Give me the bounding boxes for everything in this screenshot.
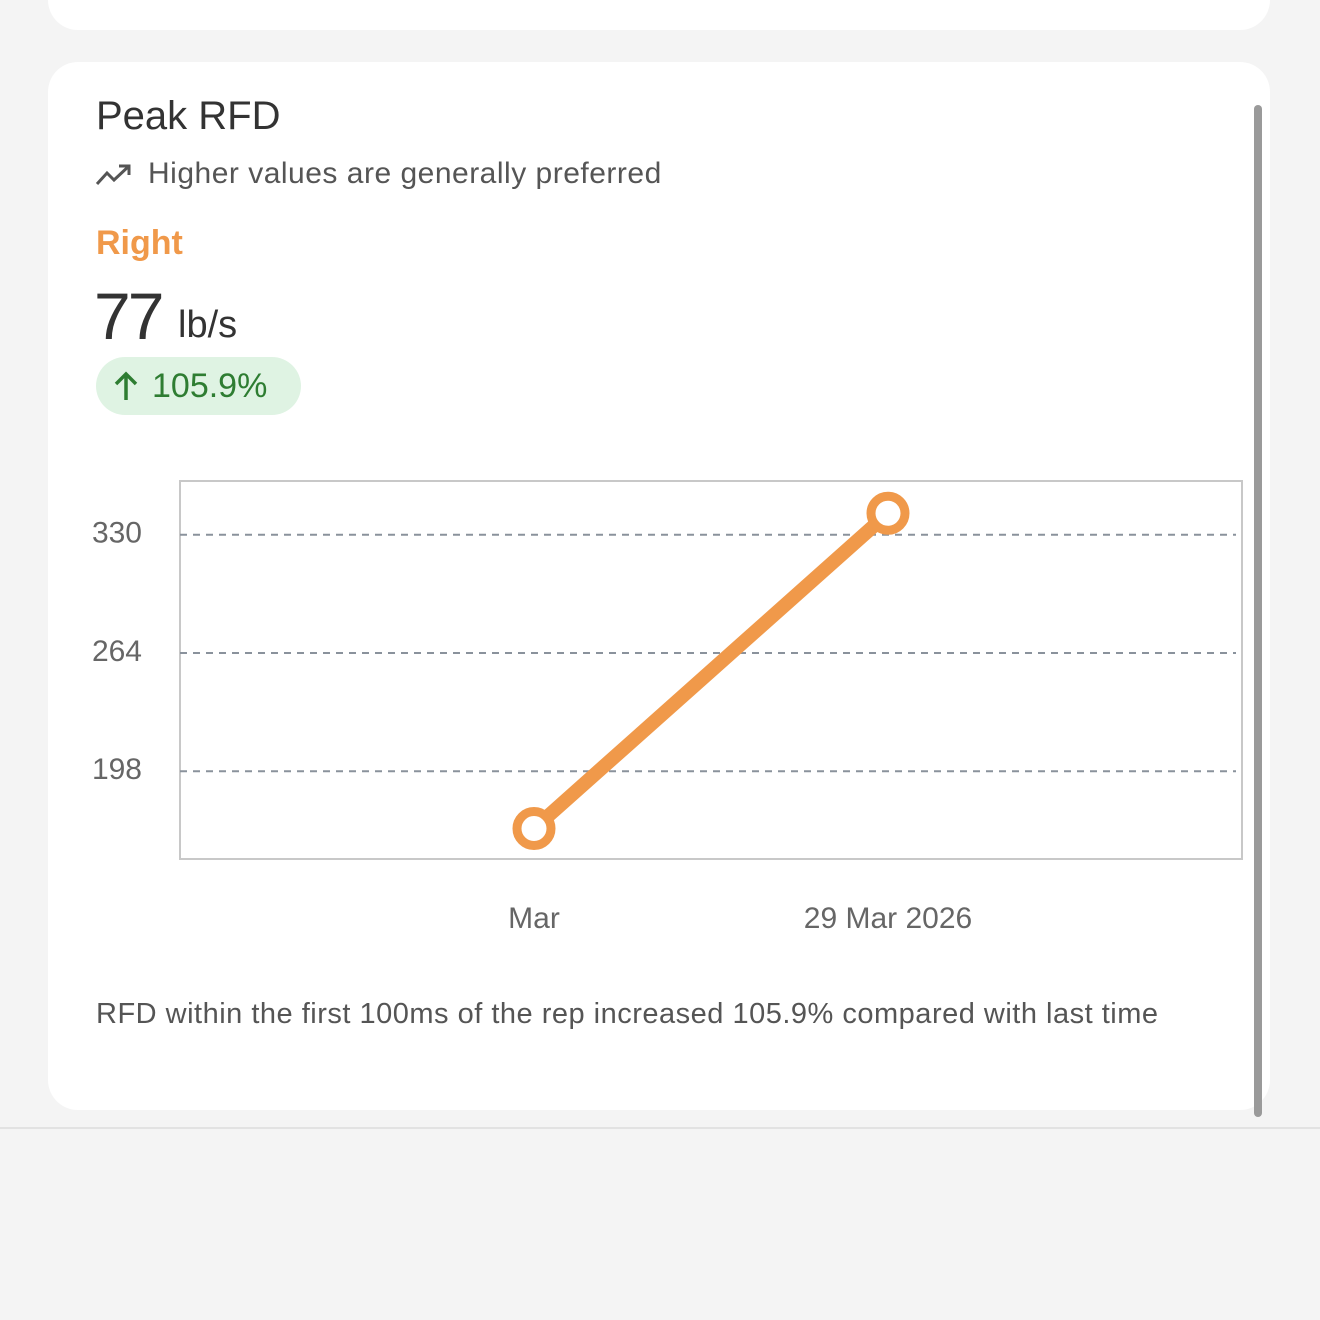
- trend-icon: [95, 164, 131, 186]
- card-title: Peak RFD: [96, 94, 281, 138]
- chart: 198 264 330 Mar 29 Mar 2026: [92, 480, 1243, 935]
- change-badge: [96, 357, 301, 415]
- metric-unit: lb/s: [178, 304, 238, 346]
- side-label: Right: [96, 224, 183, 262]
- metric-value: 77: [94, 279, 164, 353]
- summary-note: RFD within the first 100ms of the rep in…: [96, 998, 1159, 1030]
- x-tick-label: 29 Mar 2026: [804, 902, 972, 935]
- data-point: [512, 807, 556, 851]
- data-line: [527, 506, 895, 836]
- previous-card: [48, 0, 1270, 30]
- data-point: [866, 491, 910, 535]
- divider: [0, 1127, 1320, 1129]
- up-arrow: [114, 371, 138, 400]
- y-tick-label: 264: [92, 635, 142, 668]
- y-tick-label: 330: [92, 517, 142, 550]
- subtitle: Higher values are generally preferred: [148, 157, 662, 190]
- scrollbar: [1254, 105, 1262, 1117]
- y-tick-label: 198: [92, 753, 142, 786]
- change-value: 105.9%: [152, 367, 268, 405]
- x-tick-label: Mar: [508, 902, 560, 935]
